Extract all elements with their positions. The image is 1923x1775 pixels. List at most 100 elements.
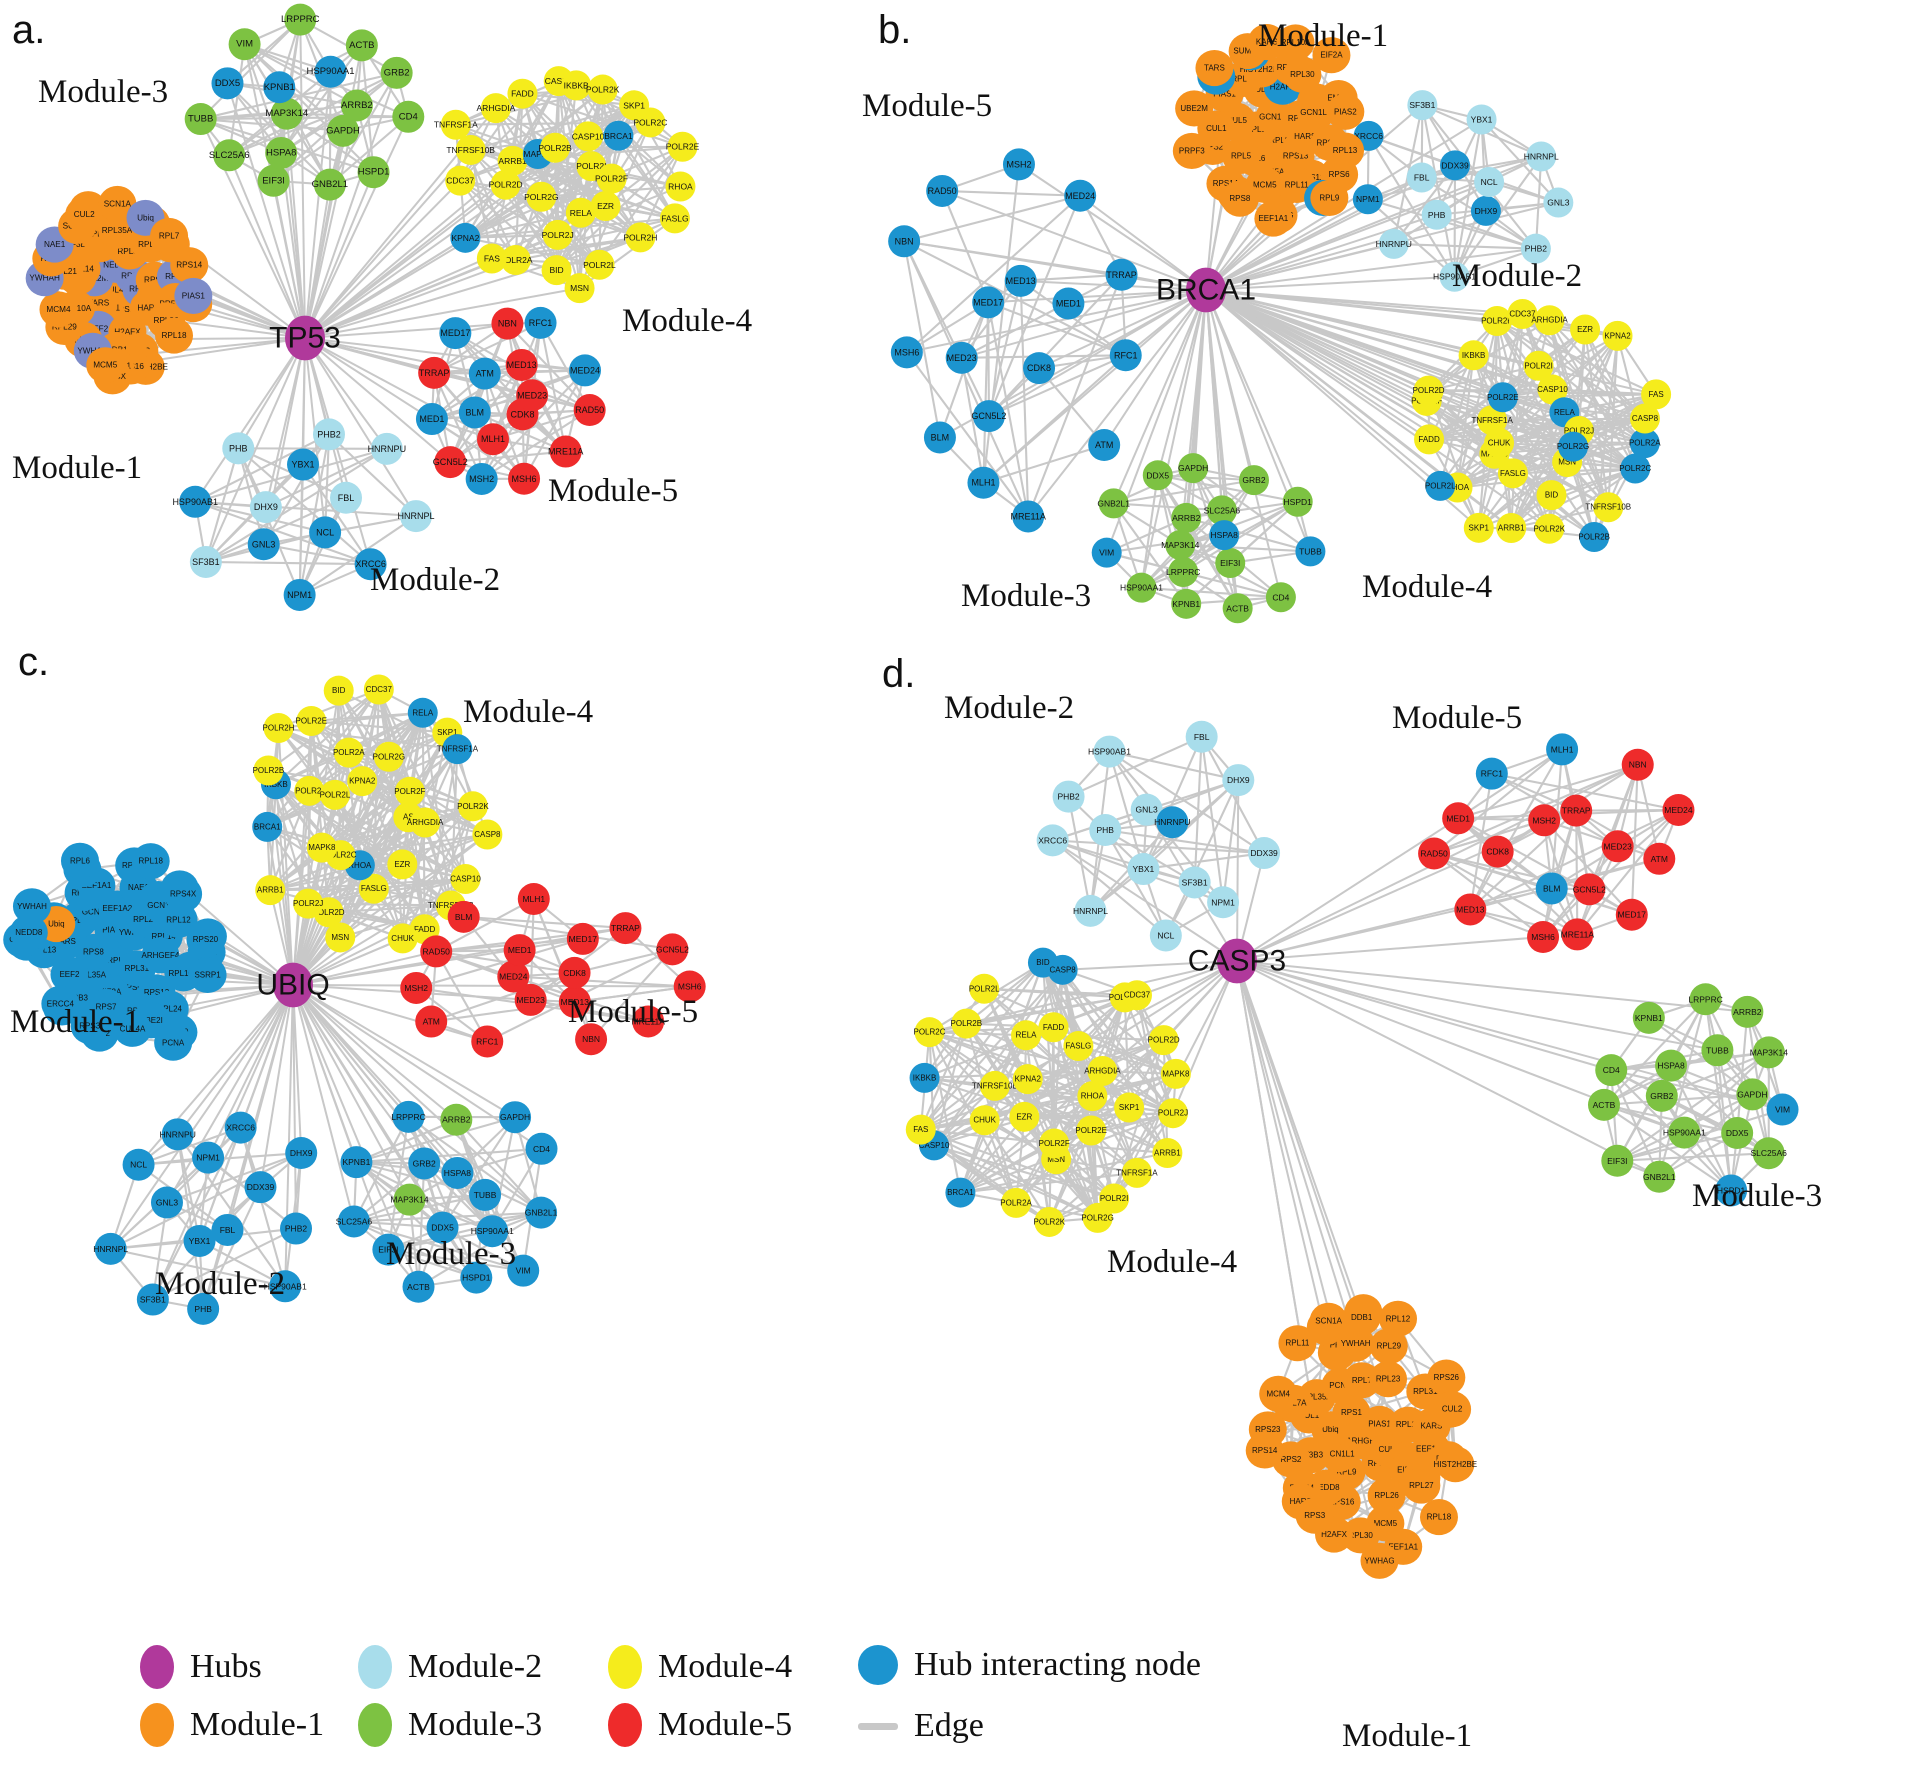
- network-node[interactable]: TRRAP: [1105, 258, 1138, 291]
- network-node[interactable]: POLR2H: [263, 712, 295, 743]
- network-node[interactable]: NPM1: [1207, 886, 1240, 919]
- network-node[interactable]: KPNB1: [1632, 1001, 1665, 1034]
- network-node[interactable]: MCM5: [86, 347, 125, 384]
- network-node[interactable]: MED1: [1442, 802, 1475, 835]
- network-node[interactable]: RPL18: [131, 843, 170, 880]
- network-node[interactable]: PCNA: [154, 1024, 193, 1061]
- network-node[interactable]: NPM1: [1352, 184, 1383, 215]
- network-node[interactable]: BLM: [1535, 872, 1568, 905]
- network-node[interactable]: ATM: [415, 1005, 448, 1038]
- network-node[interactable]: PHB: [222, 432, 255, 465]
- network-node[interactable]: HNRNPL: [1524, 141, 1559, 172]
- network-node[interactable]: RPL18: [1419, 1499, 1458, 1536]
- network-node[interactable]: VIM: [1091, 537, 1122, 568]
- network-node[interactable]: BID: [1536, 480, 1567, 511]
- network-node[interactable]: EIF3I: [257, 164, 290, 197]
- network-node[interactable]: MCM4: [39, 291, 78, 328]
- network-node[interactable]: MED1: [503, 934, 536, 967]
- network-node[interactable]: ARRB1: [1496, 512, 1527, 543]
- network-node[interactable]: MED24: [1064, 179, 1097, 212]
- network-node[interactable]: HNRNPU: [368, 432, 407, 465]
- network-node[interactable]: CD4: [1595, 1054, 1628, 1087]
- network-node[interactable]: CASP8: [472, 819, 503, 850]
- network-node[interactable]: RAD50: [420, 935, 453, 968]
- network-node[interactable]: SF3B1: [1407, 90, 1438, 121]
- network-node[interactable]: VIM: [1766, 1093, 1799, 1126]
- network-node[interactable]: GAPDH: [499, 1101, 532, 1134]
- network-node[interactable]: RFC1: [1475, 757, 1508, 790]
- network-node[interactable]: DDX39: [1248, 837, 1281, 870]
- network-node[interactable]: MSH6: [508, 462, 541, 495]
- network-node[interactable]: SF3B1: [189, 545, 222, 578]
- network-node[interactable]: MLH1: [967, 466, 1000, 499]
- network-node[interactable]: NCL: [309, 516, 342, 549]
- network-node[interactable]: TARS: [1195, 49, 1234, 87]
- network-node[interactable]: RAD50: [926, 174, 959, 207]
- network-node[interactable]: RPL27: [1402, 1467, 1441, 1504]
- network-node[interactable]: KPNA2: [1012, 1064, 1043, 1095]
- network-node[interactable]: RELA: [565, 197, 596, 228]
- network-node[interactable]: CDK8: [1481, 835, 1514, 868]
- network-node[interactable]: DHX9: [285, 1137, 318, 1170]
- network-node[interactable]: TUBB: [469, 1178, 502, 1211]
- network-node[interactable]: MED23: [1601, 830, 1634, 863]
- network-node[interactable]: MED24: [1662, 793, 1695, 826]
- network-node[interactable]: RPS20: [186, 921, 225, 958]
- network-node[interactable]: MED23: [945, 341, 978, 374]
- network-node[interactable]: MAPK8: [306, 832, 337, 863]
- network-node[interactable]: KPNA2: [450, 222, 481, 253]
- network-node[interactable]: DHX9: [1470, 195, 1501, 226]
- network-node[interactable]: RFC1: [1109, 339, 1142, 372]
- network-node[interactable]: YBX1: [1127, 853, 1160, 886]
- network-node[interactable]: SKP1: [1463, 512, 1494, 543]
- network-node[interactable]: GNB2L1: [1097, 488, 1130, 519]
- network-node[interactable]: TRRAP: [609, 912, 642, 945]
- network-node[interactable]: YBX1: [287, 448, 320, 481]
- network-node[interactable]: RPS4X: [164, 876, 203, 913]
- network-node[interactable]: MED13: [1004, 264, 1037, 297]
- network-node[interactable]: EZR: [1570, 314, 1601, 345]
- network-node[interactable]: ARRB1: [255, 875, 286, 906]
- network-node[interactable]: ARRB2: [440, 1103, 473, 1136]
- network-node[interactable]: KPNA2: [347, 766, 378, 797]
- network-node[interactable]: NBN: [491, 307, 524, 340]
- network-node[interactable]: MSH2: [400, 971, 433, 1004]
- network-node[interactable]: FASLG: [659, 203, 690, 234]
- network-node[interactable]: NPM1: [192, 1141, 225, 1174]
- network-node[interactable]: HSPD1: [1282, 486, 1313, 517]
- network-node[interactable]: BID: [541, 255, 572, 286]
- network-node[interactable]: FBL: [1185, 720, 1218, 753]
- network-node[interactable]: FADD: [1414, 424, 1445, 455]
- network-node[interactable]: PIAS2: [1326, 93, 1365, 130]
- network-node[interactable]: MED1: [415, 403, 448, 436]
- network-node[interactable]: ARRB2: [1731, 995, 1764, 1028]
- network-node[interactable]: BLM: [458, 396, 491, 429]
- network-node[interactable]: CDC37: [445, 165, 476, 196]
- network-node[interactable]: MED23: [516, 379, 549, 412]
- network-node[interactable]: GRB2: [1645, 1079, 1678, 1112]
- network-node[interactable]: GNL3: [1543, 187, 1574, 218]
- hub-node-brca1[interactable]: BRCA1: [1156, 267, 1256, 313]
- network-node[interactable]: NCL: [1474, 166, 1505, 197]
- network-node[interactable]: MSH2: [1002, 148, 1035, 181]
- network-node[interactable]: GNL3: [150, 1186, 183, 1219]
- network-node[interactable]: POLR2J: [293, 888, 323, 919]
- network-node[interactable]: PHB2: [280, 1212, 313, 1245]
- network-node[interactable]: MSH6: [890, 336, 923, 369]
- network-node[interactable]: RPL18: [155, 317, 194, 354]
- network-node[interactable]: RPS3: [1295, 1497, 1334, 1534]
- network-node[interactable]: NBN: [1621, 748, 1654, 781]
- network-node[interactable]: MLH1: [1546, 733, 1579, 766]
- network-node[interactable]: GRB2: [380, 56, 413, 89]
- network-node[interactable]: HSPD1: [357, 156, 390, 189]
- network-node[interactable]: RPS14: [170, 247, 209, 284]
- network-node[interactable]: PHB: [1421, 199, 1452, 230]
- network-node[interactable]: RPL9: [1310, 179, 1349, 216]
- network-node[interactable]: SCN1A: [1309, 1302, 1348, 1339]
- network-node[interactable]: ARRB2: [340, 89, 373, 122]
- network-node[interactable]: MAPK8: [1160, 1058, 1191, 1089]
- network-node[interactable]: HSPA8: [1209, 520, 1240, 551]
- network-node[interactable]: MED17: [1615, 898, 1648, 931]
- network-node[interactable]: GRB2: [408, 1147, 441, 1180]
- network-node[interactable]: HSPA8: [441, 1156, 474, 1189]
